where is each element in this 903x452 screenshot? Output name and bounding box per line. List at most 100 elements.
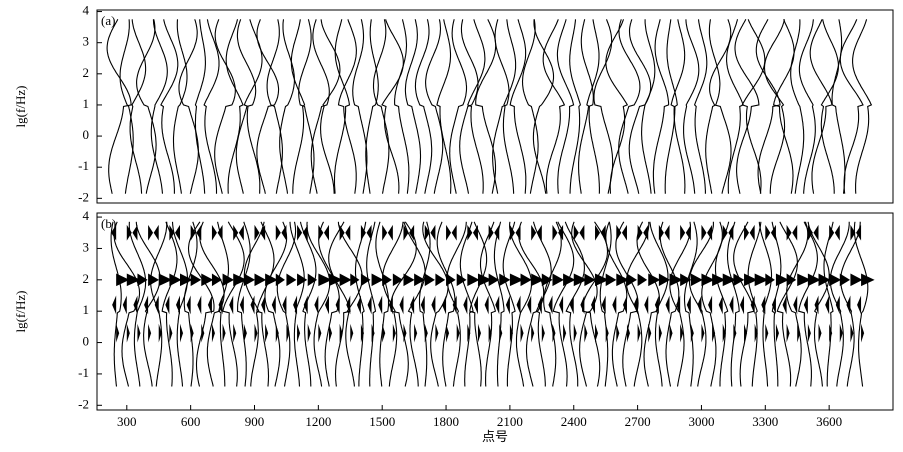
trace-fill — [211, 323, 215, 343]
trace — [586, 19, 600, 194]
trace — [160, 19, 179, 194]
trace-fill — [318, 224, 324, 241]
trace-fill — [754, 273, 769, 287]
trace-fill — [621, 224, 627, 241]
trace-fill — [430, 224, 436, 241]
trace-fill — [281, 224, 287, 241]
trace — [705, 19, 721, 194]
trace-fill — [286, 273, 297, 287]
trace-fill — [180, 323, 184, 343]
trace-fill — [165, 295, 170, 315]
trace-fill — [414, 273, 426, 287]
trace-fill — [371, 273, 384, 287]
trace-fill — [335, 295, 340, 315]
trace — [194, 19, 206, 194]
trace-fill — [494, 224, 500, 241]
trace-fill — [552, 323, 556, 343]
trace — [772, 19, 795, 194]
trace-fill — [126, 323, 130, 343]
trace-fill — [669, 323, 673, 343]
trace-fill — [410, 295, 415, 315]
trace-fill — [169, 323, 173, 343]
trace-fill — [584, 273, 596, 287]
trace-fill — [367, 295, 372, 315]
trace-fill — [345, 224, 351, 241]
trace-fill — [297, 323, 301, 343]
trace-fill — [116, 323, 120, 343]
trace-fill — [435, 273, 446, 287]
trace-fill — [680, 323, 684, 343]
trace — [479, 221, 497, 387]
trace-fill — [254, 323, 258, 343]
trace-fill — [531, 273, 545, 287]
trace-fill — [211, 224, 217, 241]
x-tick-label: 1800 — [433, 414, 459, 429]
y-tick-label: -2 — [78, 396, 89, 411]
trace-fill — [307, 273, 318, 287]
trace-fill — [701, 273, 715, 287]
trace — [150, 221, 168, 387]
trace-fill — [442, 295, 447, 315]
trace-fill — [797, 273, 811, 287]
trace — [106, 19, 132, 194]
trace-fill — [744, 323, 748, 343]
trace — [683, 221, 698, 387]
trace-fill — [761, 295, 766, 315]
trace-fill — [197, 295, 202, 315]
trace — [493, 221, 505, 387]
trace-fill — [563, 273, 576, 287]
trace-fill — [775, 323, 779, 343]
trace-fill — [813, 224, 819, 241]
trace-fill — [126, 273, 141, 287]
trace-fill — [658, 273, 671, 287]
trace-fill — [467, 224, 473, 241]
trace-fill — [158, 323, 162, 343]
trace — [475, 19, 497, 194]
trace-fill — [211, 273, 222, 287]
trace-fill — [531, 323, 535, 343]
trace — [664, 19, 678, 194]
trace-fill — [446, 273, 456, 287]
y-tick-label: -2 — [78, 189, 89, 204]
trace-fill — [201, 323, 205, 343]
trace-fill — [861, 323, 865, 343]
trace-fill — [488, 224, 494, 241]
trace-fill — [126, 224, 132, 241]
trace — [237, 221, 251, 387]
trace-fill — [765, 224, 771, 241]
y-tick-label: -1 — [78, 365, 89, 380]
trace-fill — [591, 295, 596, 315]
trace-fill — [792, 224, 798, 241]
trace — [161, 221, 178, 387]
trace-fill — [180, 273, 193, 287]
trace-fill — [431, 295, 436, 315]
trace-fill — [559, 295, 564, 315]
trace-fill — [771, 295, 776, 315]
x-tick-label: 600 — [181, 414, 201, 429]
trace-fill — [467, 273, 480, 287]
trace — [542, 19, 566, 194]
trace — [203, 19, 220, 194]
trace — [225, 19, 244, 194]
trace-fill — [175, 224, 181, 241]
trace — [135, 221, 161, 387]
trace-fill — [424, 224, 430, 241]
y-axis-label: lg(f/Hz) — [13, 291, 28, 333]
trace-fill — [387, 224, 393, 241]
trace-fill — [605, 323, 609, 343]
x-tick-label: 1200 — [305, 414, 331, 429]
trace — [599, 221, 612, 387]
trace-fill — [339, 323, 343, 343]
y-tick-label: 3 — [83, 34, 90, 49]
y-tick-label: 2 — [83, 65, 90, 80]
trace-fill — [424, 323, 428, 343]
trace-fill — [144, 295, 149, 315]
trace-fill — [477, 273, 492, 287]
trace — [333, 19, 351, 194]
trace — [110, 221, 122, 387]
trace-fill — [850, 224, 856, 241]
trace — [726, 19, 744, 194]
x-tick-label: 3000 — [688, 414, 714, 429]
trace — [172, 19, 188, 194]
